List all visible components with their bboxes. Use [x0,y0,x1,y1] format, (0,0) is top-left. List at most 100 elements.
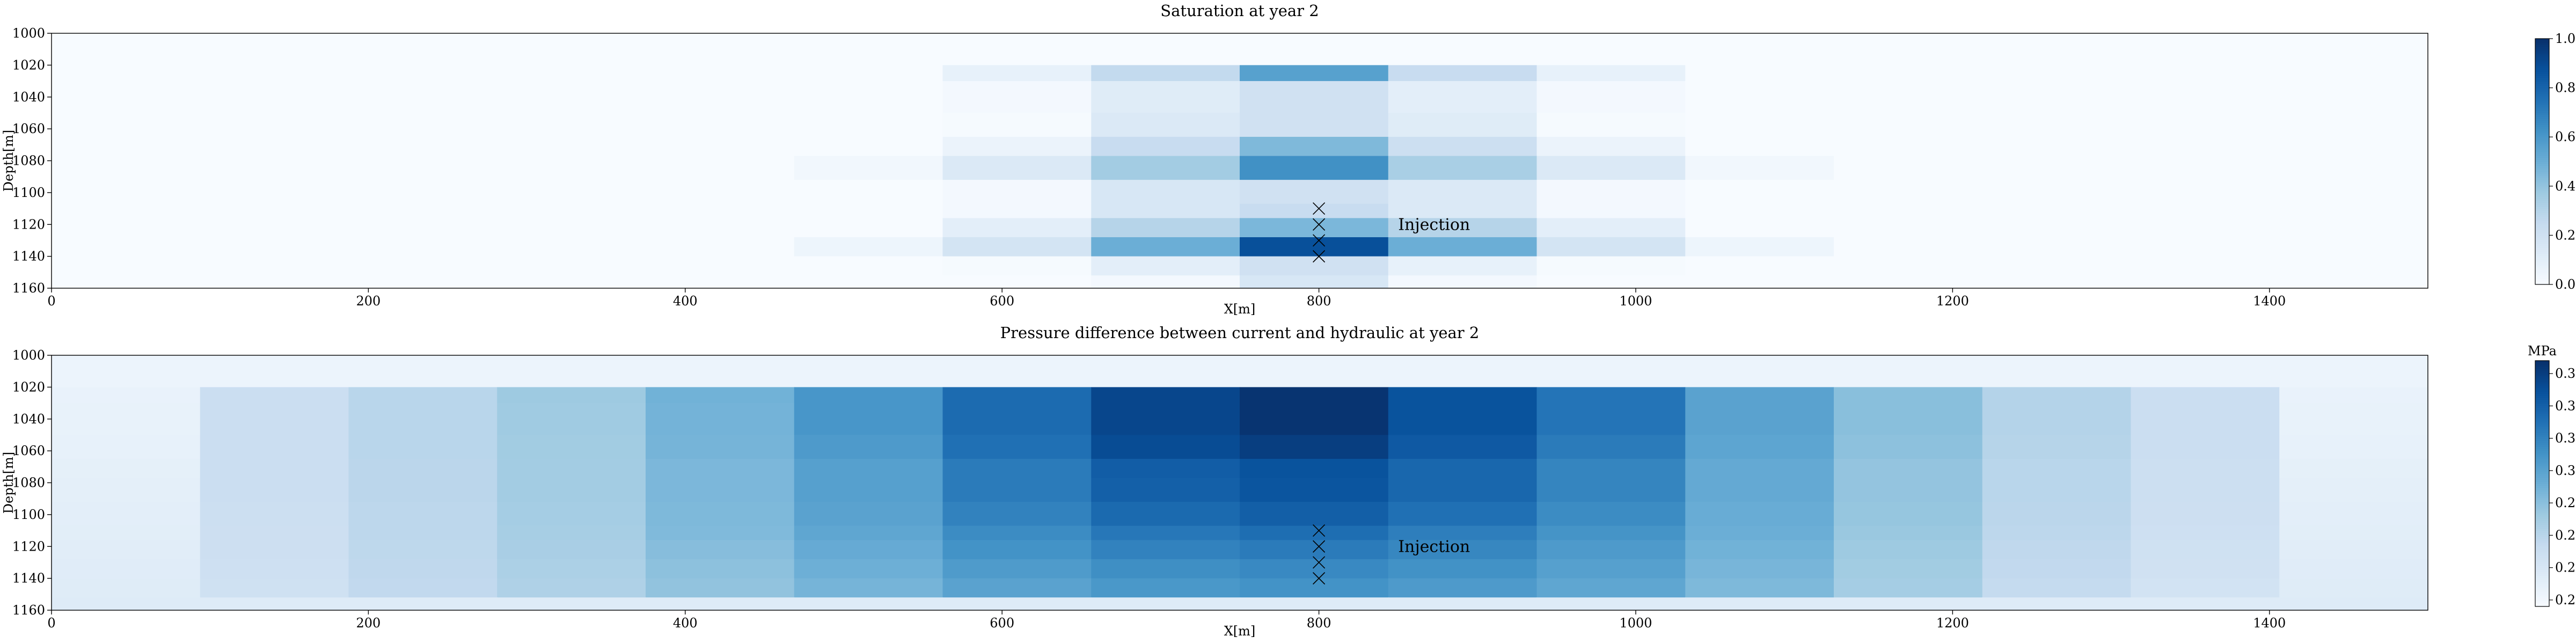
heatmap-cell [2131,81,2280,114]
heatmap-cell [1536,275,1686,289]
heatmap-cell [1834,435,1983,459]
x-axis-label: X[m] [1224,624,1256,639]
heatmap-cell [1388,458,1538,479]
heatmap-cell [1388,435,1538,459]
colorbar-segment [2535,438,2549,441]
colorbar-segment [2535,108,2549,111]
heatmap-cell [348,478,497,502]
heatmap-cell [1388,387,1538,404]
marker-stroke [1313,572,1326,585]
colorbar-segment [2535,128,2549,131]
heatmap-cell [200,136,349,157]
colorbar-segment [2535,489,2549,492]
colorbar-segment [2535,532,2549,536]
heatmap-cell [646,355,795,387]
heatmap-cell [1388,81,1538,114]
heatmap-cell [1536,403,1686,436]
colorbar-segment [2535,237,2549,240]
colorbar-segment [2535,526,2549,529]
heatmap-cell [497,156,646,180]
heatmap-cell [1982,458,2132,479]
colorbar-segment [2535,516,2549,519]
heatmap-cell [1091,502,1240,526]
heatmap-cell [1240,478,1389,502]
colorbar-segment [2535,217,2549,219]
heatmap-cell [348,256,497,276]
colorbar-segment [2535,362,2549,365]
colorbar-segment [2535,569,2549,572]
heatmap-cell [1982,559,2132,579]
heatmap-cell [1536,478,1686,502]
heatmap-cell [794,435,943,459]
heatmap-cell [348,355,497,387]
colorbar-segment [2535,367,2549,369]
colorbar-segment [2535,440,2549,443]
colorbar-segment [2535,175,2549,179]
colorbar-tick-label: 0.8 [2555,80,2575,96]
colorbar-segment [2535,61,2549,64]
heatmap-cell [1388,113,1538,137]
chart-title: Saturation at year 2 [1160,2,1319,20]
heatmap-cell [1388,180,1538,204]
y-tick-label: 1160 [12,603,45,618]
heatmap-cell [1982,180,2132,204]
heatmap-cell [646,559,795,579]
colorbar-segment [2535,125,2549,127]
heatmap-cell [1091,478,1240,502]
colorbar-segment [2535,163,2549,166]
heatmap-cell [942,525,1092,540]
heatmap-cell [1685,502,1834,526]
colorbar-segment [2535,67,2549,70]
heatmap-cell [1536,597,1686,611]
heatmap-cell [200,81,349,114]
x-tick-label: 1200 [1936,294,1969,309]
heatmap-cell [497,33,646,65]
heatmap-cell [794,387,943,404]
heatmap-cell [646,156,795,180]
colorbar-segment [2535,182,2549,185]
colorbar-segment [2535,215,2549,217]
colorbar-segment [2535,151,2549,154]
colorbar-segment [2535,434,2549,437]
x-tick-label: 600 [990,294,1014,309]
colorbar-segment [2535,210,2549,214]
heatmap-cell [1536,502,1686,526]
heatmap-cell [200,403,349,436]
colorbar-segment [2535,600,2549,603]
heatmap-cell [1240,275,1389,289]
heatmap-cell [1982,136,2132,157]
heatmap-cell [1536,525,1686,540]
colorbar-segment [2535,63,2549,66]
heatmap-cell [52,81,201,114]
heatmap-cell [497,203,646,218]
colorbar-segment [2535,580,2549,582]
heatmap-cell [1834,355,1983,387]
heatmap-cell [2131,502,2280,526]
heatmap-cell [1091,81,1240,114]
heatmap-cell [1536,578,1686,598]
heatmap-cell [1834,33,1983,65]
colorbar-segment [2535,575,2549,579]
x-tick-label: 1200 [1936,616,1969,631]
heatmap-cell [1240,65,1389,82]
colorbar-segment [2535,186,2549,189]
heatmap-cell [200,578,349,598]
colorbar-segment [2535,122,2549,125]
heatmap-cell [646,525,795,540]
colorbar-segment [2535,241,2549,244]
heatmap-cell [942,435,1092,459]
colorbar-segment [2535,442,2549,445]
heatmap-cell [1536,237,1686,257]
heatmap-cell [942,275,1092,289]
colorbar-segment [2535,223,2549,226]
heatmap-cell [942,387,1092,404]
heatmap-cell [1536,81,1686,114]
colorbar-segment [2535,250,2549,252]
heatmap-cell [794,597,943,611]
heatmap-cell [497,525,646,540]
colorbar-segment [2535,255,2549,259]
heatmap-cell [2131,540,2280,560]
heatmap-cell [497,435,646,459]
colorbar-segment [2535,399,2549,402]
colorbar-segment [2535,465,2549,468]
